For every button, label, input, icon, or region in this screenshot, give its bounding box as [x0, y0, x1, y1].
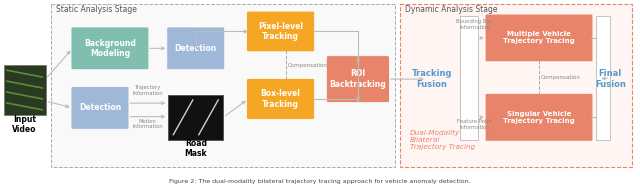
- Bar: [168, 95, 223, 140]
- Text: Final
Fusion: Final Fusion: [595, 69, 626, 89]
- FancyBboxPatch shape: [71, 27, 149, 70]
- Text: Compensation: Compensation: [541, 75, 581, 80]
- Text: Dual-Modality
Bilateral
Trajectory Tracing: Dual-Modality Bilateral Trajectory Traci…: [410, 129, 475, 150]
- Text: Road
Mask: Road Mask: [184, 139, 207, 158]
- Text: Detection: Detection: [79, 103, 121, 112]
- Text: Static Analysis Stage: Static Analysis Stage: [56, 5, 136, 14]
- Text: Trajectory
Information: Trajectory Information: [132, 85, 163, 96]
- Text: Feature Point
Information: Feature Point Information: [457, 119, 492, 130]
- Text: Multiple Vehicle
Trajectory Tracing: Multiple Vehicle Trajectory Tracing: [503, 31, 575, 44]
- Text: Detection: Detection: [175, 44, 217, 53]
- Bar: [460, 15, 477, 140]
- Text: Background
Modeling: Background Modeling: [84, 39, 136, 58]
- Bar: [400, 4, 632, 167]
- Text: Tracking
Fusion: Tracking Fusion: [412, 69, 452, 89]
- Text: Motion
Information: Motion Information: [132, 119, 163, 129]
- Text: Dynamic Analysis Stage: Dynamic Analysis Stage: [405, 5, 497, 14]
- FancyBboxPatch shape: [167, 27, 225, 70]
- Bar: [4, 65, 45, 115]
- Text: Input
Video: Input Video: [12, 115, 37, 135]
- Text: ROI
Backtracking: ROI Backtracking: [330, 69, 387, 89]
- FancyBboxPatch shape: [326, 56, 389, 102]
- FancyBboxPatch shape: [246, 79, 314, 119]
- Text: Pixel-level
Tracking: Pixel-level Tracking: [258, 22, 303, 41]
- Bar: [51, 4, 395, 167]
- FancyBboxPatch shape: [71, 87, 129, 129]
- Text: Compensation: Compensation: [287, 63, 328, 68]
- Text: Singular Vehicle
Trajectory Tracing: Singular Vehicle Trajectory Tracing: [503, 111, 575, 124]
- FancyBboxPatch shape: [246, 11, 314, 52]
- Text: Bounding Box
Information: Bounding Box Information: [456, 19, 493, 30]
- Text: Figure 2: The dual-modality bilateral trajectory tracing approach for vehicle an: Figure 2: The dual-modality bilateral tr…: [169, 179, 471, 184]
- Bar: [596, 15, 611, 140]
- Text: Box-level
Tracking: Box-level Tracking: [260, 89, 301, 109]
- FancyBboxPatch shape: [485, 94, 593, 141]
- FancyBboxPatch shape: [485, 14, 593, 62]
